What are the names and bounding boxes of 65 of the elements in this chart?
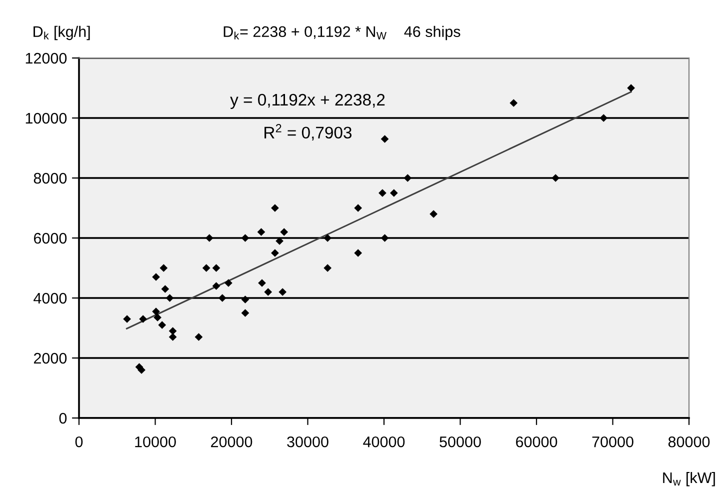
point (154, 314, 162, 322)
point (205, 234, 214, 242)
x-tick-label: 20000 (211, 436, 252, 448)
point (354, 249, 362, 257)
x-tick-label: 0 (75, 436, 83, 448)
x-axis-title: N$_{w}$ [kW] (663, 472, 715, 486)
point (280, 228, 288, 236)
point (123, 315, 131, 323)
point (278, 288, 287, 296)
point (152, 273, 160, 281)
annotation: y = 0,1192x + 2238,2 (230, 94, 385, 109)
point (168, 333, 177, 341)
point (276, 237, 284, 245)
point (324, 234, 332, 242)
point (552, 174, 560, 182)
x-tick-label: 40000 (363, 436, 405, 448)
point (161, 285, 170, 293)
point (194, 333, 203, 341)
y-tick-label: 12000 (26, 52, 67, 64)
point (380, 135, 389, 143)
x-tick-label: 30000 (287, 436, 328, 448)
point (241, 296, 250, 304)
point (600, 114, 608, 122)
x-tick-label: 60000 (516, 436, 558, 448)
point (212, 264, 220, 272)
point (138, 366, 146, 374)
x-tick-label: 80000 (668, 436, 710, 448)
annotation: R$^{2}$ = 0,7903 (264, 124, 352, 140)
point (380, 234, 389, 242)
point (212, 282, 220, 290)
point (430, 210, 438, 218)
point (139, 315, 147, 323)
point (510, 99, 518, 107)
point (264, 288, 272, 296)
point (404, 174, 412, 182)
point (627, 84, 635, 92)
point (241, 309, 250, 317)
point (166, 294, 174, 302)
point (224, 279, 232, 287)
point (324, 264, 332, 272)
point (271, 249, 279, 257)
point (258, 279, 266, 287)
x-tick-label: 50000 (440, 436, 481, 448)
point (257, 228, 266, 236)
y-tick-label: 4000 (34, 292, 67, 304)
point (218, 294, 226, 302)
point (271, 204, 279, 212)
point (158, 321, 166, 329)
y-tick-label: 0 (59, 412, 67, 424)
point (160, 264, 168, 272)
point (152, 308, 160, 316)
x-tick-label: 10000 (135, 436, 176, 448)
y-tick-label: 6000 (34, 232, 67, 244)
point (390, 189, 398, 197)
y-tick-label: 10000 (26, 112, 67, 124)
point (241, 234, 250, 242)
point (378, 189, 386, 197)
point (354, 204, 362, 212)
x-tick-label: 70000 (592, 436, 634, 448)
y-axis-title: D$_{k}$ [kg/h] (34, 26, 90, 40)
chart-title: D$_{k}$= 2238 + 0,1192 * N$_{W}$ 46 ships (224, 26, 460, 40)
y-tick-label: 2000 (34, 352, 67, 364)
point (202, 264, 210, 272)
y-tick-label: 8000 (34, 172, 67, 184)
point (168, 327, 177, 335)
